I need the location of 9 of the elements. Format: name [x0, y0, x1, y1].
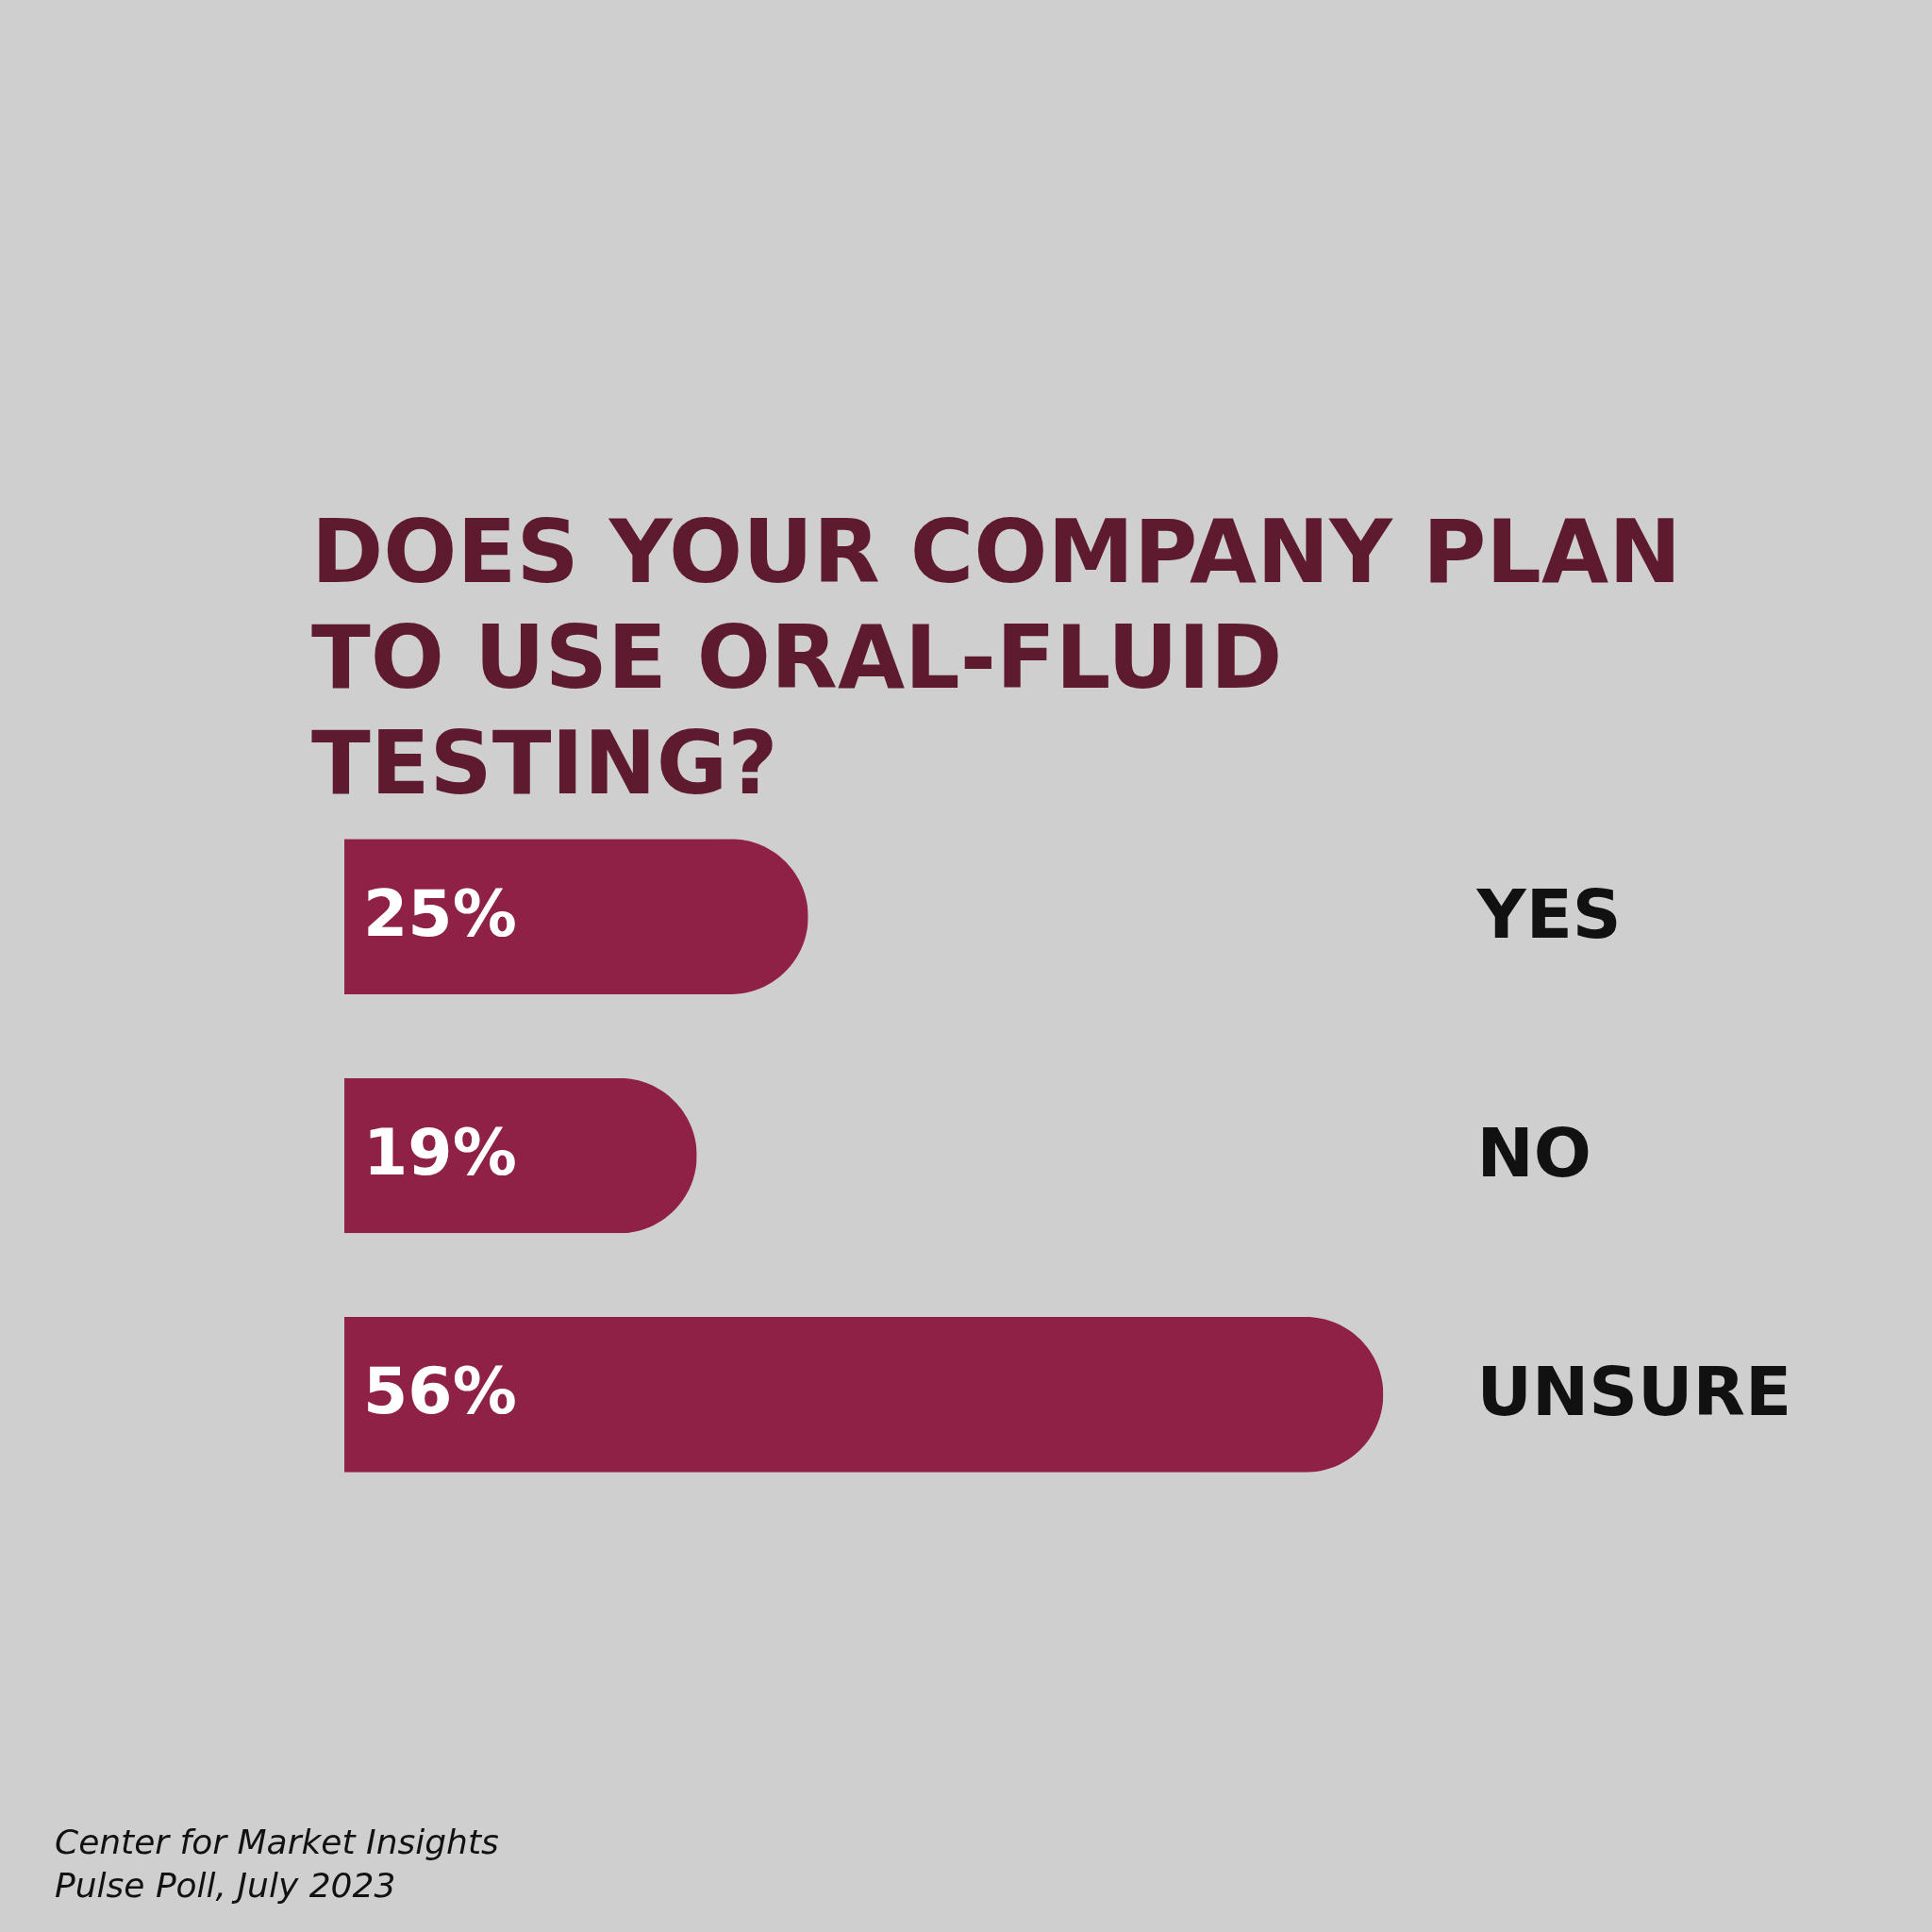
- text: Center for Market Insights: [55, 1822, 499, 1863]
- y-tick-label: NO: [1476, 1113, 1591, 1192]
- y-tick-label: YES: [1475, 874, 1622, 954]
- chart-title: DOES YOUR COMPANY PLAN TO USE ORAL-FLUID TESTING?: [311, 501, 1683, 816]
- data-label: 25%: [363, 875, 517, 951]
- data-label: 19%: [363, 1115, 517, 1190]
- y-tick-label: UNSURE: [1476, 1352, 1792, 1432]
- data-label: 56%: [363, 1354, 517, 1429]
- text: Pulse Poll, July 2023: [55, 1865, 397, 1907]
